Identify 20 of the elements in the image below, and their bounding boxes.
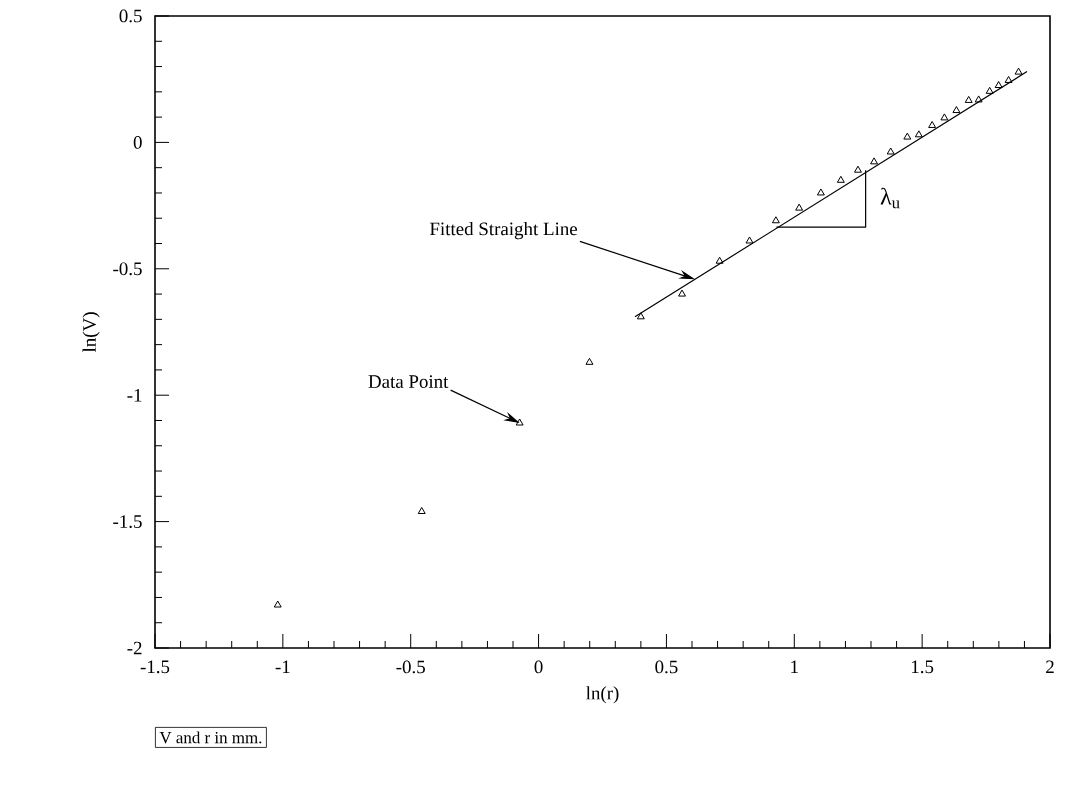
- y-tick-label: -2: [127, 641, 142, 655]
- annotation: Data Point: [368, 375, 449, 388]
- y-tick-label: -0.5: [113, 262, 142, 276]
- annotation: Fitted Straight Line: [429, 221, 578, 240]
- text: V and r in mm.: [159, 731, 262, 744]
- x-tick-label: 0.5: [655, 660, 678, 674]
- y-tick-label: 0.5: [119, 9, 142, 23]
- x-tick-label: 0: [534, 660, 543, 674]
- x-tick-label: -1: [275, 660, 290, 674]
- x-tick-label: -0.5: [396, 660, 425, 674]
- x-tick-label: 1.5: [911, 660, 934, 674]
- y-axis-title: ln(V): [82, 312, 100, 353]
- annotation: λ$_{u}$: [880, 187, 900, 209]
- x-axis-title: ln(r): [586, 686, 619, 704]
- y-tick-label: -1: [127, 388, 142, 402]
- x-tick-label: 2: [1046, 660, 1054, 674]
- y-tick-label: 0: [133, 136, 142, 149]
- y-tick-label: -1.5: [113, 515, 142, 528]
- x-tick-label: 1: [791, 660, 798, 674]
- x-tick-label: -1.5: [140, 660, 170, 674]
